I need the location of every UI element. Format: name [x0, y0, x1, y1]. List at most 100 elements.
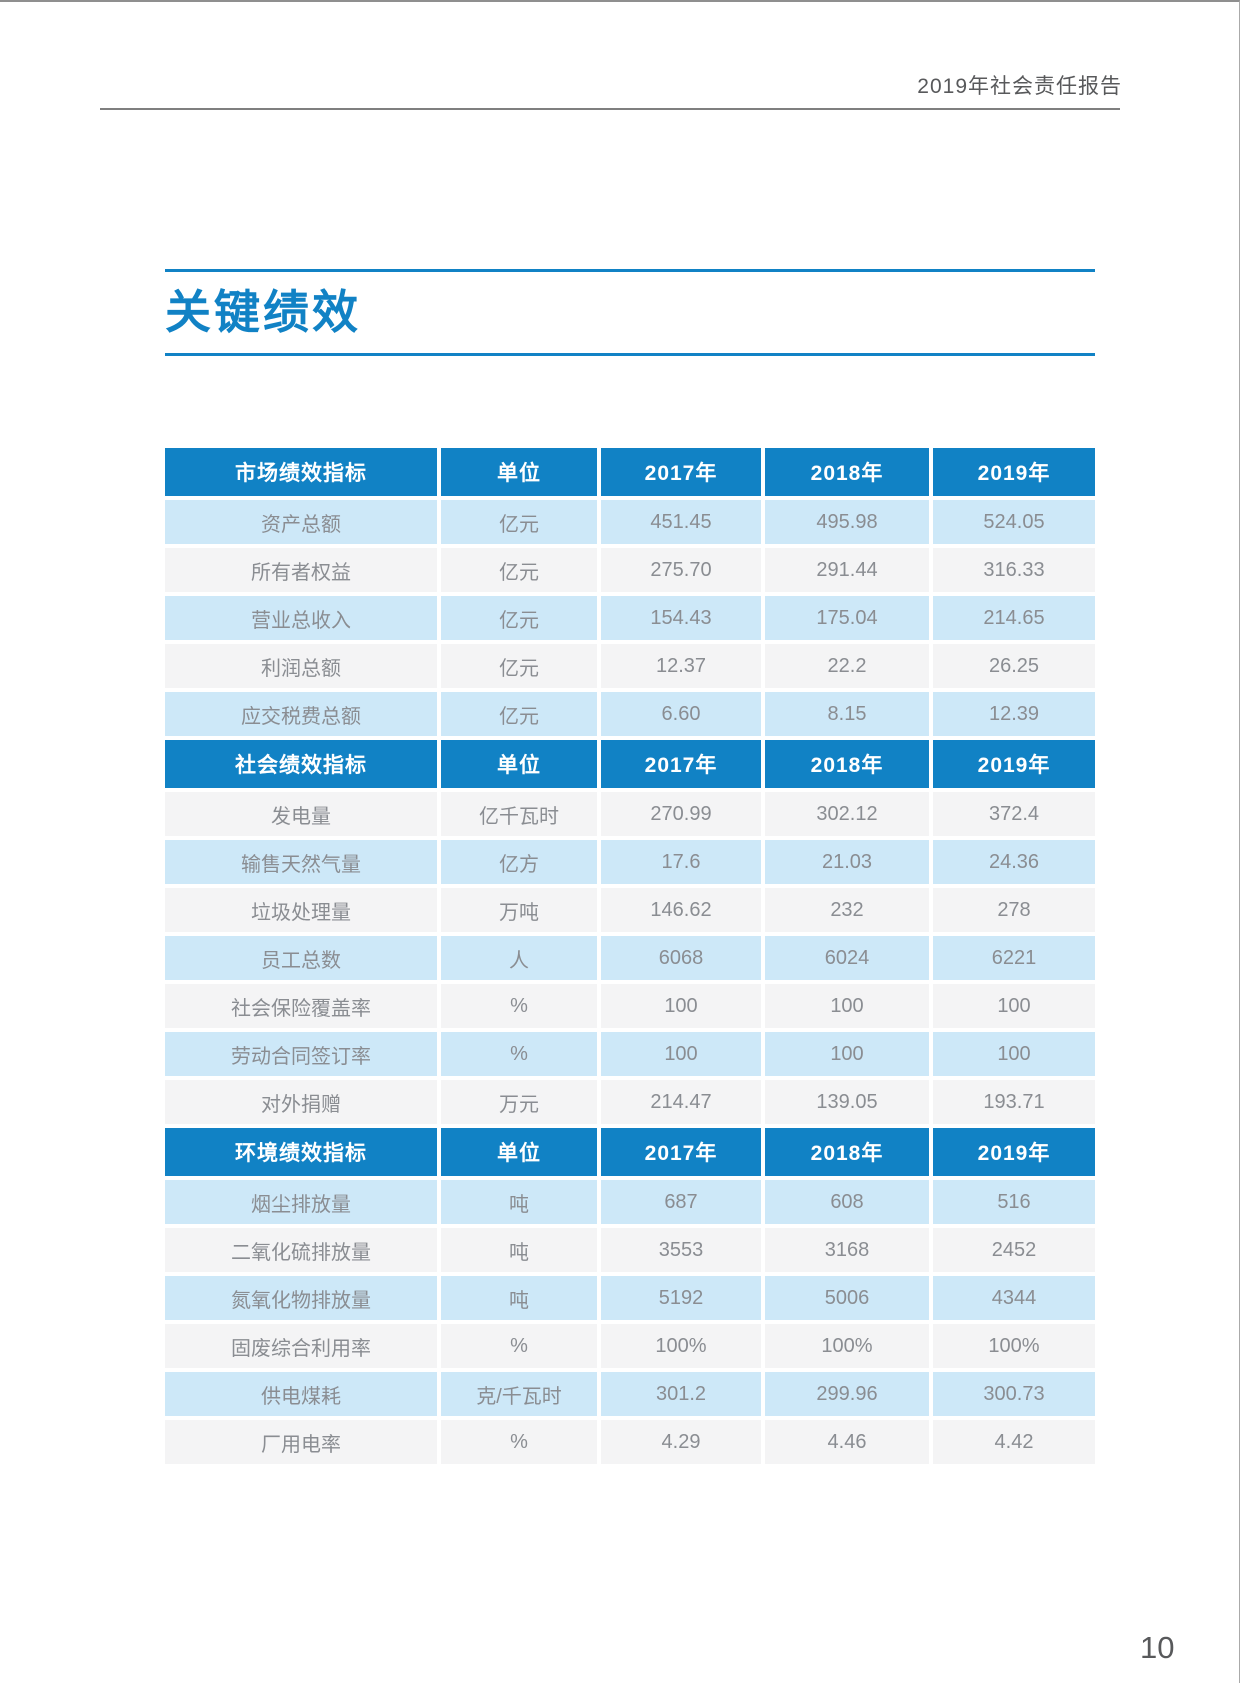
value-cell: 17.6: [601, 840, 765, 888]
page-title: 关键绩效: [165, 286, 361, 338]
value-cell: 4.29: [601, 1420, 765, 1468]
unit-cell: 亿千瓦时: [441, 792, 601, 840]
value-cell: 5006: [765, 1276, 933, 1324]
indicator-cell: 烟尘排放量: [165, 1180, 441, 1228]
value-cell: 146.62: [601, 888, 765, 936]
value-cell: 6068: [601, 936, 765, 984]
value-cell: 100%: [765, 1324, 933, 1372]
table-row: 厂用电率% 4.29 4.46 4.42: [165, 1420, 1095, 1468]
indicator-cell: 对外捐赠: [165, 1080, 441, 1128]
indicator-cell: 供电煤耗: [165, 1372, 441, 1420]
unit-cell: 万吨: [441, 888, 601, 936]
year-header-cell: 2017年: [601, 740, 765, 792]
table-row: 营业总收入 亿元 154.43 175.04 214.65: [165, 596, 1095, 644]
value-cell: 12.39: [933, 692, 1095, 740]
unit-cell: 亿元: [441, 644, 601, 692]
value-cell: 21.03: [765, 840, 933, 888]
indicator-cell: 资产总额: [165, 500, 441, 548]
unit-cell: 亿元: [441, 500, 601, 548]
year-header-cell: 2019年: [933, 1128, 1095, 1180]
page-number: 10: [1140, 1630, 1175, 1665]
value-cell: 100: [933, 984, 1095, 1032]
title-rule-top: [165, 269, 1095, 272]
value-cell: 372.4: [933, 792, 1095, 840]
report-header-title: 2019年社会责任报告: [917, 75, 1122, 98]
value-cell: 275.70: [601, 548, 765, 596]
value-cell: 5192: [601, 1276, 765, 1324]
table-row: 利润总额 亿元 12.37 22.2 26.25: [165, 644, 1095, 692]
indicator-cell: 劳动合同签订率: [165, 1032, 441, 1080]
year-header-cell: 2019年: [933, 740, 1095, 792]
unit-header-cell: 单位: [441, 740, 601, 792]
table-row: 输售天然气量 亿方 17.6 21.03 24.36: [165, 840, 1095, 888]
value-cell: 24.36: [933, 840, 1095, 888]
table-row: 烟尘排放量吨 687 608 516: [165, 1180, 1095, 1228]
unit-header-cell: 单位: [441, 448, 601, 500]
section-header-cell: 环境绩效指标: [165, 1128, 441, 1180]
value-cell: 608: [765, 1180, 933, 1228]
indicator-cell: 社会保险覆盖率: [165, 984, 441, 1032]
value-cell: 154.43: [601, 596, 765, 644]
value-cell: 139.05: [765, 1080, 933, 1128]
value-cell: 316.33: [933, 548, 1095, 596]
value-cell: 4.42: [933, 1420, 1095, 1468]
indicator-cell: 输售天然气量: [165, 840, 441, 888]
value-cell: 214.65: [933, 596, 1095, 644]
section-header-row: 社会绩效指标 单位 2017年 2018年 2019年: [165, 740, 1095, 792]
value-cell: 4.46: [765, 1420, 933, 1468]
value-cell: 302.12: [765, 792, 933, 840]
unit-cell: 亿方: [441, 840, 601, 888]
year-header-cell: 2017年: [601, 1128, 765, 1180]
table-row: 供电煤耗 克/千瓦时 301.2 299.96 300.73: [165, 1372, 1095, 1420]
value-cell: 100: [601, 984, 765, 1032]
indicator-cell: 垃圾处理量: [165, 888, 441, 936]
value-cell: 516: [933, 1180, 1095, 1228]
indicator-cell: 利润总额: [165, 644, 441, 692]
kpi-table: 市场绩效指标 单位 2017年 2018年 2019年 资产总额 亿元 451.45 495.9…: [165, 448, 1095, 1468]
unit-cell: %: [441, 1420, 601, 1468]
value-cell: 291.44: [765, 548, 933, 596]
year-header-cell: 2019年: [933, 448, 1095, 500]
value-cell: 232: [765, 888, 933, 936]
value-cell: 214.47: [601, 1080, 765, 1128]
unit-cell: 人: [441, 936, 601, 984]
value-cell: 100: [601, 1032, 765, 1080]
value-cell: 3553: [601, 1228, 765, 1276]
value-cell: 495.98: [765, 500, 933, 548]
unit-cell: %: [441, 984, 601, 1032]
value-cell: 3168: [765, 1228, 933, 1276]
unit-cell: 亿元: [441, 692, 601, 740]
value-cell: 193.71: [933, 1080, 1095, 1128]
table-row: 氮氧化物排放量吨 5192 5006 4344: [165, 1276, 1095, 1324]
value-cell: 22.2: [765, 644, 933, 692]
section-header-row: 环境绩效指标 单位 2017年 2018年 2019年: [165, 1128, 1095, 1180]
value-cell: 100%: [601, 1324, 765, 1372]
indicator-cell: 二氧化硫排放量: [165, 1228, 441, 1276]
unit-cell: 亿元: [441, 596, 601, 644]
title-rule-bottom: [165, 353, 1095, 356]
year-header-cell: 2018年: [765, 740, 933, 792]
table-row: 发电量 亿千瓦时 270.99 302.12 372.4: [165, 792, 1095, 840]
unit-header-cell: 单位: [441, 1128, 601, 1180]
unit-cell: 吨: [441, 1180, 601, 1228]
value-cell: 270.99: [601, 792, 765, 840]
value-cell: 100%: [933, 1324, 1095, 1372]
indicator-cell: 所有者权益: [165, 548, 441, 596]
value-cell: 451.45: [601, 500, 765, 548]
year-header-cell: 2018年: [765, 448, 933, 500]
year-header-cell: 2017年: [601, 448, 765, 500]
value-cell: 301.2: [601, 1372, 765, 1420]
section-header-row: 市场绩效指标 单位 2017年 2018年 2019年: [165, 448, 1095, 500]
value-cell: 26.25: [933, 644, 1095, 692]
unit-cell: 吨: [441, 1276, 601, 1324]
indicator-cell: 固废综合利用率: [165, 1324, 441, 1372]
value-cell: 6024: [765, 936, 933, 984]
section-header-cell: 社会绩效指标: [165, 740, 441, 792]
value-cell: 12.37: [601, 644, 765, 692]
indicator-cell: 应交税费总额: [165, 692, 441, 740]
value-cell: 6221: [933, 936, 1095, 984]
unit-cell: %: [441, 1324, 601, 1372]
header-rule: [100, 108, 1120, 110]
table-row: 固废综合利用率% 100% 100% 100%: [165, 1324, 1095, 1372]
